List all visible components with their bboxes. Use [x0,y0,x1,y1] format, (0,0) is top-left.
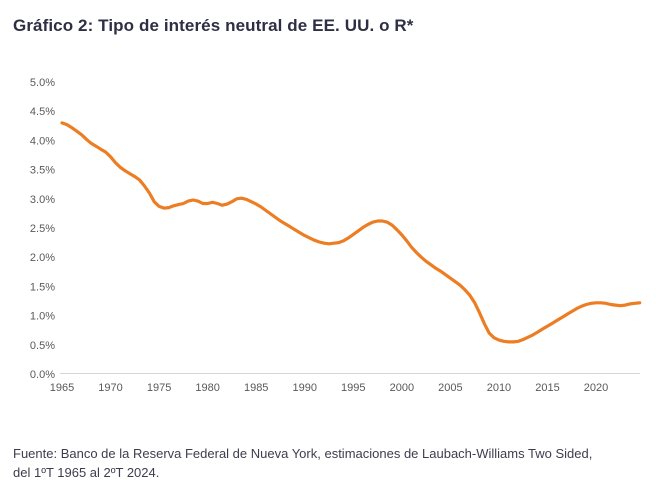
y-axis-tick-label: 4.0% [30,135,55,147]
y-axis-tick-label: 3.5% [30,165,55,177]
y-axis-tick-label: 4.5% [30,106,55,118]
x-axis-tick-label: 2000 [390,382,414,394]
y-axis-tick-label: 5.0% [30,77,55,89]
x-axis-tick-label: 1970 [98,382,122,394]
source-note: Fuente: Banco de la Reserva Federal de N… [13,445,665,482]
r-star-series-line [60,121,642,344]
y-axis-tick-label: 2.5% [30,223,55,235]
x-axis-tick-label: 1975 [147,382,171,394]
x-axis-tick-label: 1985 [244,382,268,394]
chart-title: Gráfico 2: Tipo de interés neutral de EE… [13,16,414,35]
x-axis-tick-label: 1995 [341,382,365,394]
y-axis-tick-label: 1.5% [30,281,55,293]
source-note-line1: Fuente: Banco de la Reserva Federal de N… [13,446,593,461]
x-axis-tick-label: 2020 [584,382,608,394]
x-axis-tick-label: 1965 [50,382,74,394]
x-axis-tick-label: 2015 [535,382,559,394]
x-axis-tick-label: 1980 [195,382,219,394]
y-axis-tick-label: 0.5% [30,340,55,352]
y-axis-tick-label: 0.0% [30,369,55,381]
source-note-line2: del 1ºT 1965 al 2ºT 2024. [13,464,160,480]
x-axis-tick-label: 1990 [293,382,317,394]
y-axis-tick-label: 2.0% [30,252,55,264]
x-axis-tick-label: 2010 [487,382,511,394]
x-axis-tick-label: 2005 [438,382,462,394]
y-axis-tick-label: 3.0% [30,194,55,206]
y-axis-tick-label: 1.0% [30,311,55,323]
